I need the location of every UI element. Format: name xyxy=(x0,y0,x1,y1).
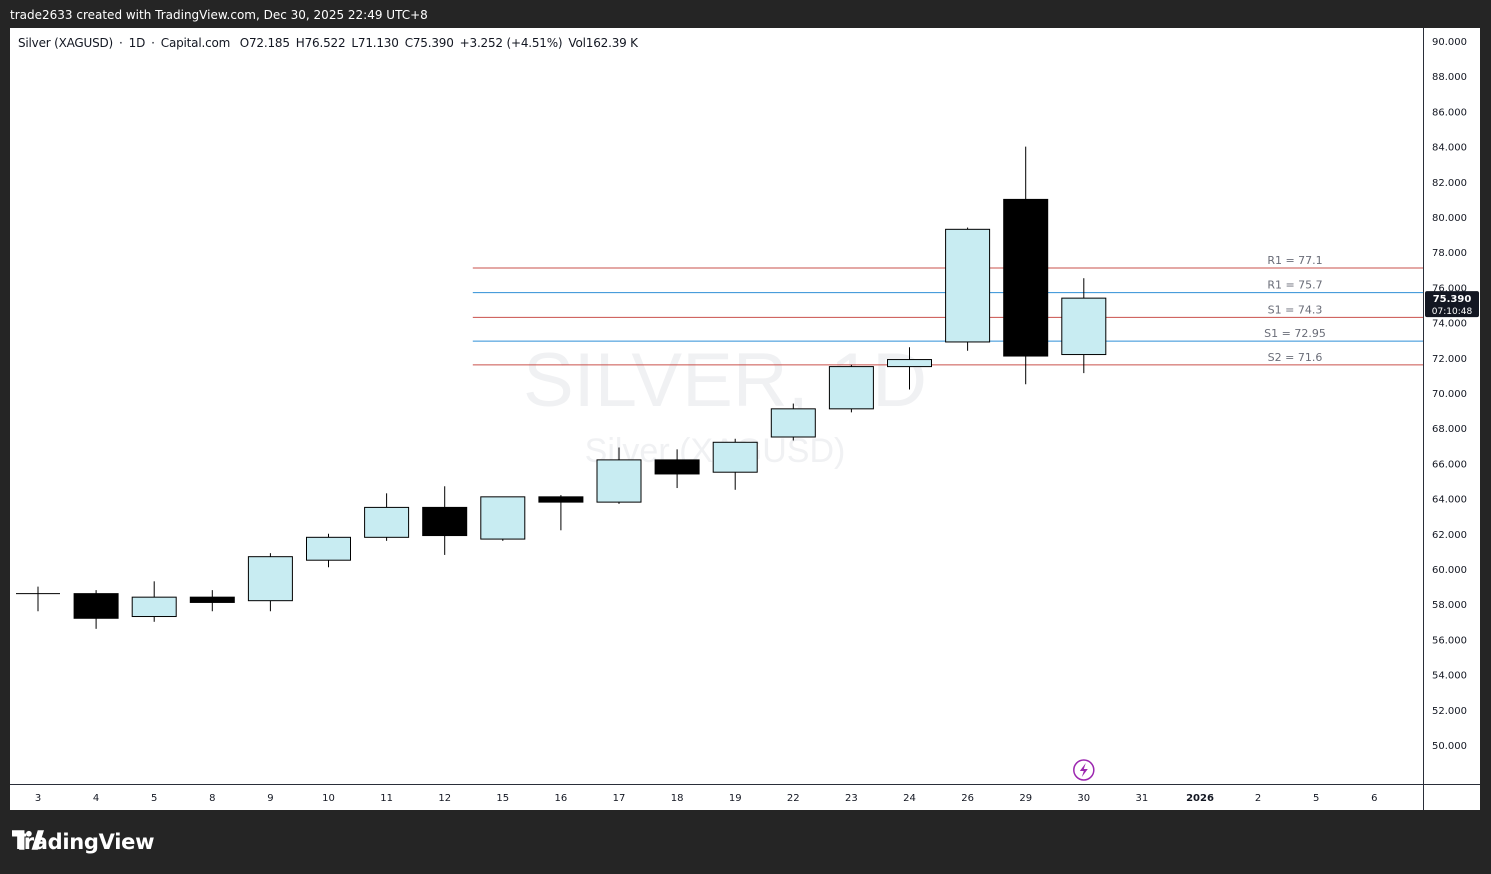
lightning-icon-glyph xyxy=(1079,763,1088,777)
y-tick-label: 74.000 xyxy=(1432,319,1467,330)
x-tick-label: 29 xyxy=(1019,793,1032,804)
y-tick-label: 68.000 xyxy=(1432,424,1467,435)
y-tick-label: 90.000 xyxy=(1432,37,1467,48)
candle-body xyxy=(131,596,177,618)
candle-body xyxy=(828,366,874,410)
candle-body xyxy=(712,441,758,473)
candle-body xyxy=(1003,198,1049,357)
x-tick-label: 11 xyxy=(380,793,393,804)
x-tick-label: 19 xyxy=(729,793,742,804)
x-tick-label: 2 xyxy=(1255,793,1261,804)
separator: · xyxy=(119,36,123,50)
x-tick-label: 2026 xyxy=(1186,793,1214,804)
x-tick-label: 18 xyxy=(671,793,684,804)
y-tick-label: 54.000 xyxy=(1432,671,1467,682)
x-tick-label: 22 xyxy=(787,793,800,804)
chart-panel[interactable]: SILVER, 1D Silver (XAGUSD) 90.000 88.000 86.… xyxy=(10,28,1480,810)
x-tick-label: 30 xyxy=(1077,793,1090,804)
candle-body xyxy=(596,459,642,503)
x-tick-label: 17 xyxy=(613,793,626,804)
separator: · xyxy=(151,36,155,50)
x-tick-label: 16 xyxy=(555,793,568,804)
exchange-label: Capital.com xyxy=(160,36,231,50)
x-tick-label: 8 xyxy=(209,793,215,804)
x-tick-label: 26 xyxy=(961,793,974,804)
y-tick-label: 84.000 xyxy=(1432,143,1467,154)
x-tick-label: 4 xyxy=(93,793,99,804)
open-value: O72.185 xyxy=(239,36,290,50)
y-tick-label: 50.000 xyxy=(1432,741,1467,752)
last-price-value: 75.390 xyxy=(1433,294,1472,305)
level-label: R1 = 77.1 xyxy=(1267,254,1322,267)
candle-body xyxy=(945,228,991,343)
x-tick-label: 10 xyxy=(322,793,335,804)
level-label: S1 = 74.3 xyxy=(1268,303,1323,316)
x-tick-label: 5 xyxy=(151,793,157,804)
tradingview-logo-icon xyxy=(12,830,44,850)
x-tick-label: 9 xyxy=(267,793,273,804)
level-label: R1 = 75.7 xyxy=(1267,279,1322,292)
candle-body xyxy=(306,536,351,561)
y-tick-label: 72.000 xyxy=(1432,354,1467,365)
change-value: +3.252 (+4.51%) xyxy=(459,36,563,50)
x-tick-label: 15 xyxy=(496,793,509,804)
candle-body xyxy=(422,506,468,537)
tradingview-logo[interactable]: TradingView xyxy=(12,830,154,854)
symbol-legend[interactable]: Silver (XAGUSD) · 1D · Capital.com O72.185 H7… xyxy=(18,36,644,50)
y-tick-label: 52.000 xyxy=(1432,706,1467,717)
y-tick-label: 88.000 xyxy=(1432,72,1467,83)
x-tick-label: 31 xyxy=(1136,793,1149,804)
candle-body xyxy=(480,496,526,540)
y-tick-label: 64.000 xyxy=(1432,495,1467,506)
x-tick-label: 6 xyxy=(1371,793,1377,804)
x-tick-label: 23 xyxy=(845,793,858,804)
level-label: S2 = 71.6 xyxy=(1268,351,1323,364)
candle-body xyxy=(247,556,293,602)
y-tick-label: 58.000 xyxy=(1432,600,1467,611)
y-tick-label: 86.000 xyxy=(1432,107,1467,118)
high-value: H76.522 xyxy=(295,36,346,50)
x-tick-label: 12 xyxy=(438,793,451,804)
candle-body xyxy=(364,506,410,538)
candle-body xyxy=(1061,297,1107,356)
candle-body xyxy=(654,459,700,475)
y-tick-label: 62.000 xyxy=(1432,530,1467,541)
y-tick-label: 60.000 xyxy=(1432,565,1467,576)
x-tick-label: 5 xyxy=(1313,793,1319,804)
level-label: S1 = 72.95 xyxy=(1264,327,1326,340)
symbol-name[interactable]: Silver (XAGUSD) xyxy=(18,36,114,50)
y-tick-label: 80.000 xyxy=(1432,213,1467,224)
candle-body xyxy=(189,596,235,603)
low-value: L71.130 xyxy=(351,36,399,50)
volume-value: Vol162.39 K xyxy=(568,36,638,50)
y-tick-label: 70.000 xyxy=(1432,389,1467,400)
candle-body xyxy=(770,408,816,438)
x-tick-label: 3 xyxy=(35,793,41,804)
last-price-badge xyxy=(1425,291,1479,318)
chart-caption: trade2633 created with TradingView.com, … xyxy=(10,8,428,22)
y-tick-label: 56.000 xyxy=(1432,635,1467,646)
y-tick-label: 76.000 xyxy=(1432,283,1467,294)
interval-label: 1D xyxy=(128,36,146,50)
candle-body xyxy=(538,496,584,503)
x-tick-label: 24 xyxy=(903,793,916,804)
y-tick-label: 66.000 xyxy=(1432,459,1467,470)
close-value: C75.390 xyxy=(404,36,454,50)
candle-body xyxy=(73,593,119,619)
y-tick-label: 78.000 xyxy=(1432,248,1467,259)
candle-body xyxy=(887,359,932,368)
bar-countdown: 07:10:48 xyxy=(1432,307,1473,317)
y-tick-label: 82.000 xyxy=(1432,178,1467,189)
